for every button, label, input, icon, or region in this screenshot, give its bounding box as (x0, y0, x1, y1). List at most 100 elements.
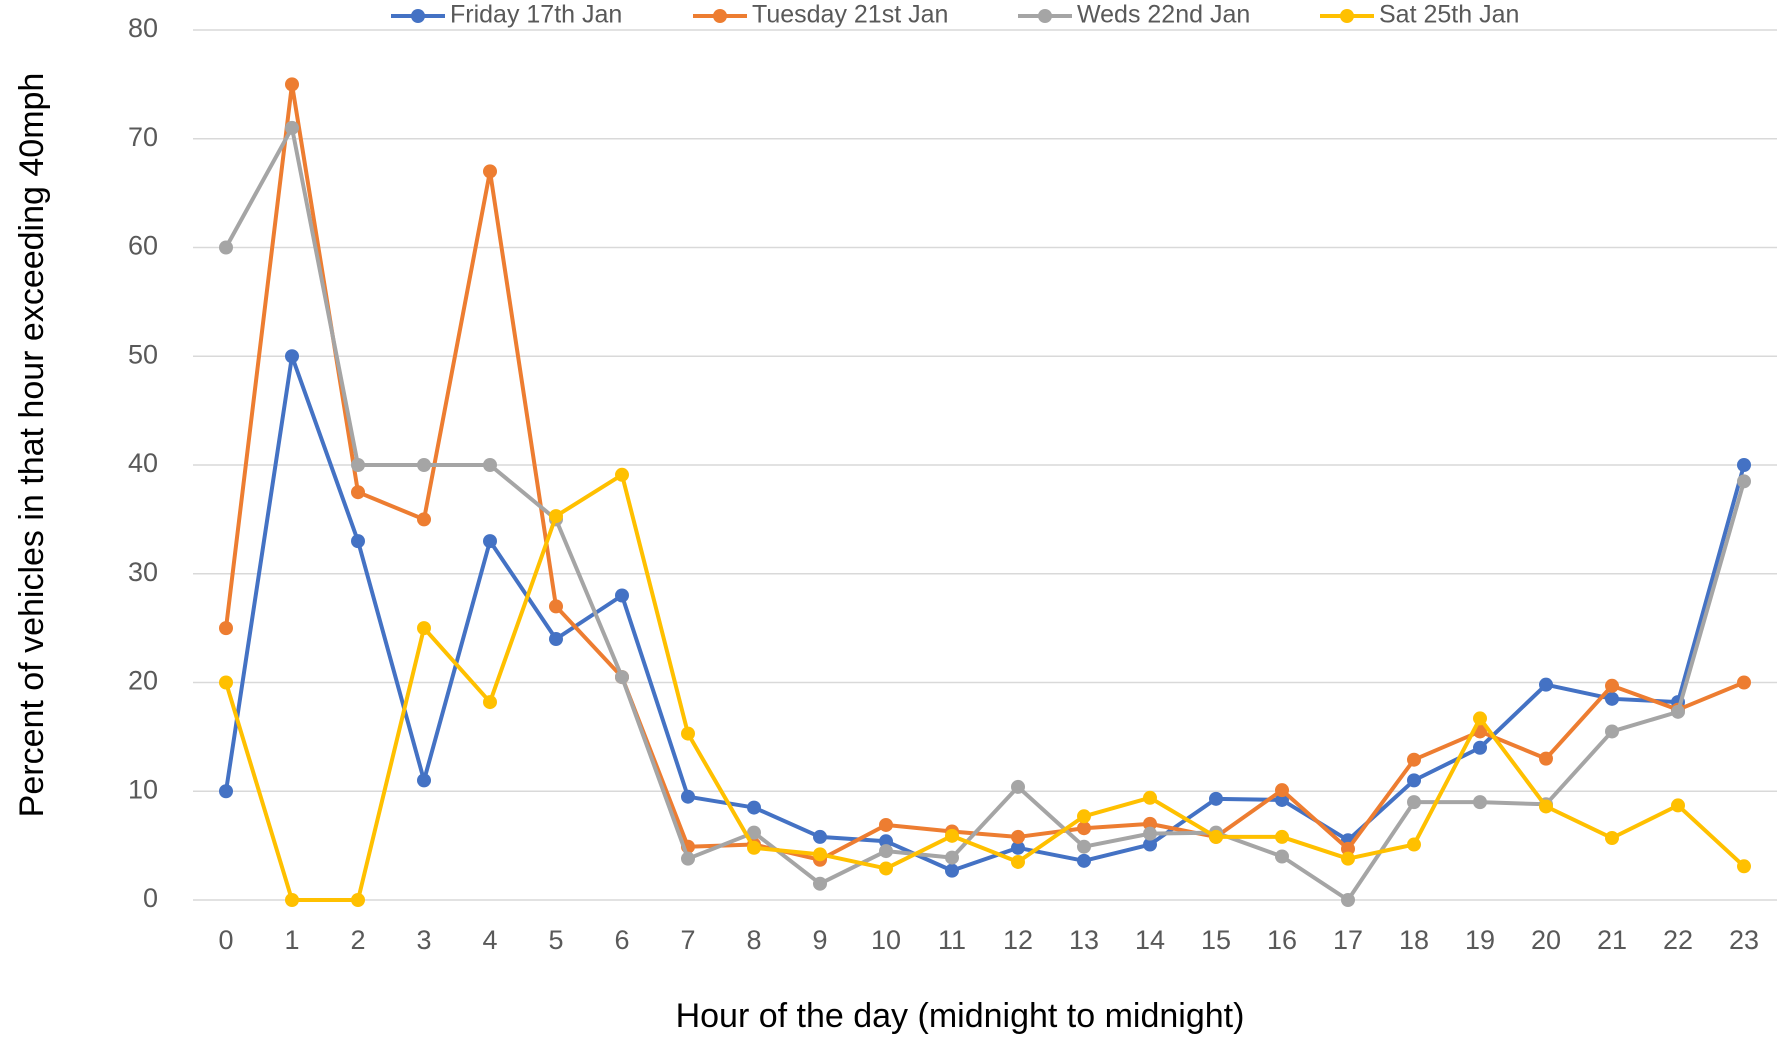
x-tick-label: 11 (938, 925, 966, 955)
data-point (747, 825, 761, 840)
data-point (879, 844, 893, 859)
data-point (1605, 724, 1619, 739)
data-point (681, 726, 695, 741)
data-point (1605, 831, 1619, 846)
y-tick-label: 50 (128, 339, 158, 369)
x-tick-label: 0 (218, 925, 233, 955)
data-point (351, 893, 365, 907)
legend-label: Sat 25th Jan (1379, 1, 1519, 29)
data-point (417, 621, 431, 636)
data-point (1209, 829, 1223, 844)
data-point (1077, 809, 1091, 824)
data-point (1737, 474, 1751, 489)
series-line (224, 472, 1746, 902)
x-tick-label: 21 (1597, 925, 1627, 955)
y-tick-label: 30 (128, 557, 158, 587)
data-point (681, 789, 695, 804)
legend-label: Weds 22nd Jan (1077, 1, 1250, 29)
data-point (1605, 691, 1619, 706)
series-line (224, 125, 1746, 902)
data-point (879, 834, 893, 849)
y-tick-label: 40 (128, 448, 158, 478)
data-point (1143, 790, 1157, 805)
data-point (615, 588, 629, 603)
x-tick-label: 8 (746, 925, 761, 955)
legend-marker (1038, 9, 1052, 23)
data-point (285, 77, 299, 92)
data-point (417, 512, 431, 527)
x-tick-label: 2 (350, 925, 365, 955)
data-point (879, 817, 893, 832)
data-point (1011, 779, 1025, 794)
data-point (1539, 677, 1553, 692)
data-point (1737, 458, 1751, 472)
x-tick-label: 13 (1069, 925, 1099, 955)
data-point (1341, 893, 1355, 907)
x-tick-label: 1 (284, 925, 299, 955)
data-point (747, 800, 761, 815)
x-tick-label: 15 (1201, 925, 1231, 955)
x-tick-label: 14 (1135, 925, 1165, 955)
data-point (1407, 837, 1421, 852)
data-point (549, 509, 563, 524)
data-point (219, 621, 233, 636)
data-point (549, 632, 563, 646)
legend-marker (1340, 9, 1354, 23)
data-point (681, 851, 695, 866)
data-point (1407, 752, 1421, 767)
data-point (813, 847, 827, 862)
data-point (219, 240, 233, 255)
x-tick-label: 7 (680, 925, 695, 955)
legend-marker (713, 9, 727, 23)
data-point (1077, 821, 1091, 836)
y-tick-label: 70 (128, 122, 158, 152)
x-tick-label: 16 (1267, 925, 1297, 955)
y-tick-label: 80 (128, 13, 158, 43)
y-axis-title: Percent of vehicles in that hour exceedi… (13, 73, 51, 818)
data-point (1143, 826, 1157, 841)
x-tick-label: 12 (1003, 925, 1033, 955)
legend-marker (411, 9, 425, 23)
y-tick-label: 20 (128, 666, 158, 696)
data-point (1275, 792, 1289, 807)
x-tick-label: 17 (1333, 925, 1363, 955)
data-point (285, 893, 299, 907)
data-point (1671, 798, 1685, 813)
data-point (1407, 795, 1421, 810)
data-point (1473, 740, 1487, 755)
data-point (1209, 791, 1223, 806)
data-point (1473, 711, 1487, 726)
y-tick-label: 60 (128, 231, 158, 261)
data-point (945, 850, 959, 865)
data-point (219, 675, 233, 690)
data-point (1473, 795, 1487, 810)
data-point (351, 458, 365, 472)
x-tick-label: 3 (416, 925, 431, 955)
data-point (1671, 704, 1685, 719)
data-point (1737, 675, 1751, 690)
x-tick-label: 6 (614, 925, 629, 955)
x-tick-label: 4 (482, 925, 497, 955)
series-line (224, 354, 1746, 873)
data-point (1605, 678, 1619, 693)
x-tick-label: 22 (1663, 925, 1693, 955)
data-point (285, 349, 299, 364)
data-point (1011, 829, 1025, 844)
data-point (219, 784, 233, 799)
data-point (879, 861, 893, 876)
data-point (483, 695, 497, 710)
x-tick-label: 23 (1729, 925, 1759, 955)
data-point (1275, 849, 1289, 864)
x-tick-label: 5 (548, 925, 563, 955)
series-line (224, 82, 1745, 862)
data-point (747, 840, 761, 855)
data-point (1077, 853, 1091, 868)
data-point (483, 458, 497, 472)
data-point (1275, 829, 1289, 844)
legend-label: Friday 17th Jan (450, 1, 622, 29)
legend-label: Tuesday 21st Jan (752, 1, 948, 29)
data-point (1737, 859, 1751, 874)
x-tick-label: 19 (1465, 925, 1495, 955)
data-point (615, 670, 629, 685)
